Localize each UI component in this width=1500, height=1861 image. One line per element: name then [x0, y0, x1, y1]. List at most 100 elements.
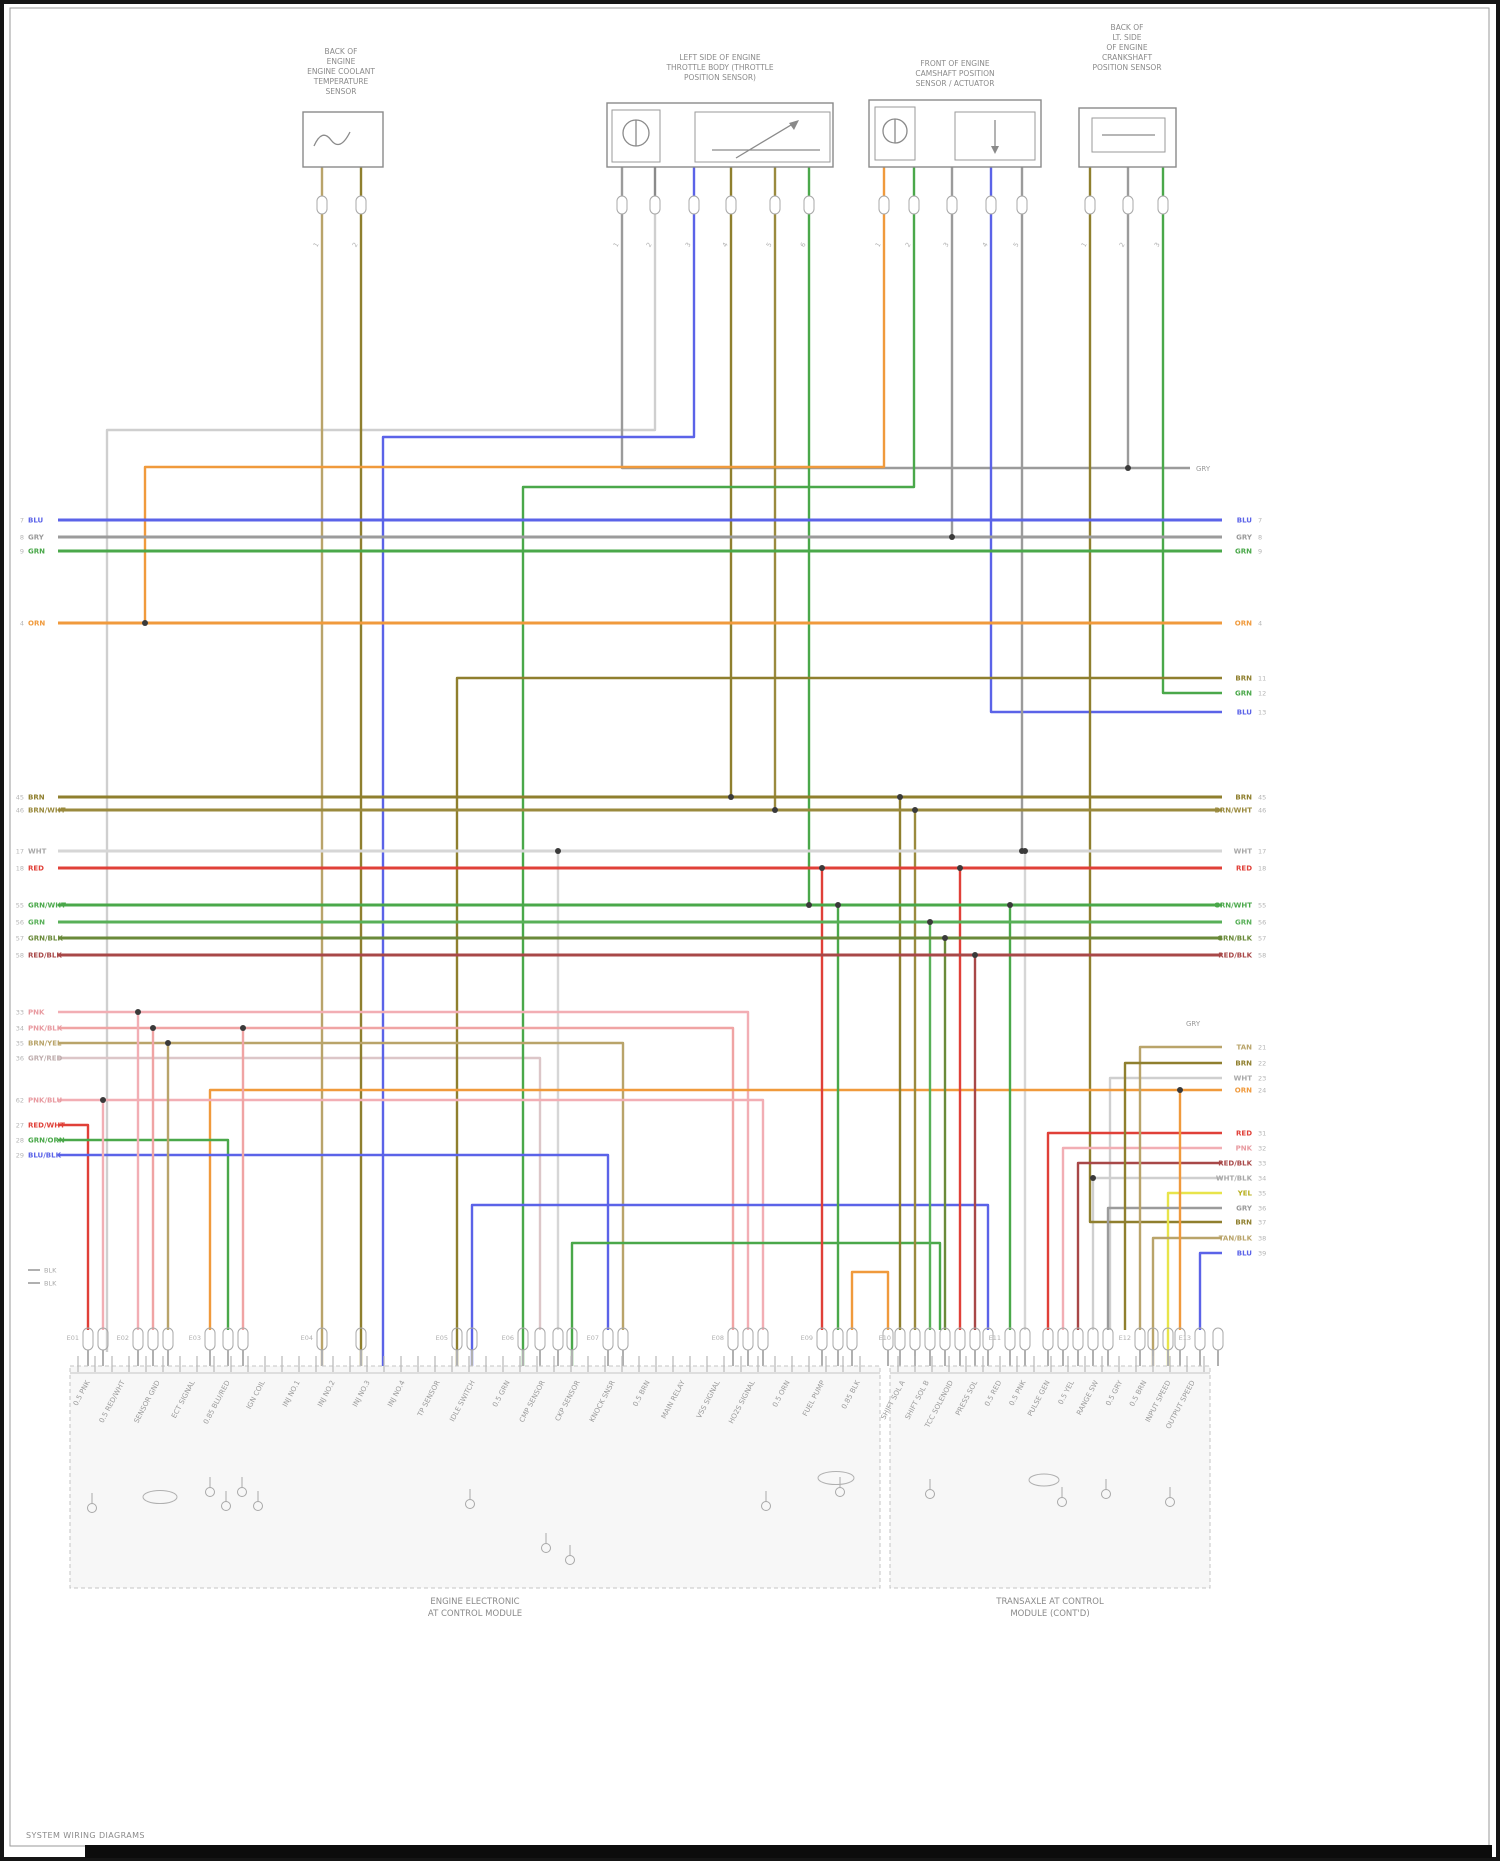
pin-connector: [1084, 195, 1096, 215]
wire: [1106, 1206, 1222, 1330]
junction-dot: [927, 919, 933, 925]
component-symbol: [735, 121, 797, 159]
edge-wire-label: BRN: [1235, 675, 1252, 683]
edge-pin-number: 58: [1258, 952, 1266, 960]
edge-wire-label: GRY: [1236, 534, 1253, 542]
edge-pin-number: 33: [16, 1009, 24, 1017]
component-inner-box: [1091, 117, 1166, 153]
pin-connector: [985, 195, 997, 215]
edge-wire-label: BLU: [1237, 709, 1253, 717]
edge-wire-label: RED/BLK: [1218, 952, 1252, 960]
edge-wire-label: WHT: [1234, 1075, 1253, 1083]
pin-number: 5: [765, 241, 774, 249]
cluster-connector: [617, 1327, 629, 1351]
cluster-connector: [451, 1327, 463, 1351]
pin-connector: [725, 195, 737, 215]
cluster-connector: [237, 1327, 249, 1351]
junction-dot: [100, 1097, 106, 1103]
component-inner-box: [611, 109, 661, 163]
component-title: OF ENGINE: [1106, 43, 1148, 52]
wire: [105, 214, 657, 1352]
cluster-connector: [97, 1327, 109, 1351]
cluster-connector: [316, 1327, 328, 1351]
edge-pin-number: 21: [1258, 1044, 1266, 1052]
edge-pin-number: 36: [1258, 1205, 1266, 1213]
edge-wire-label: TAN: [1236, 1044, 1252, 1052]
cluster-connector: [1102, 1327, 1114, 1351]
wire: [1123, 1061, 1222, 1330]
cluster-connector: [1212, 1327, 1224, 1351]
edge-pin-number: 36: [16, 1055, 24, 1063]
pin-number: 2: [904, 241, 913, 249]
connector-code: E08: [712, 1334, 724, 1342]
edge-pin-number: 18: [1258, 865, 1266, 873]
wire: [570, 1241, 942, 1366]
wire: [58, 1056, 542, 1330]
cluster-connector: [969, 1327, 981, 1351]
pin-connector: [316, 195, 328, 215]
edge-wire-label: BRN: [1235, 1060, 1252, 1068]
edge-pin-number: 45: [1258, 794, 1266, 802]
cluster-connector: [222, 1327, 234, 1351]
edge-pin-number: 17: [16, 848, 24, 856]
edge-pin-number: 23: [1258, 1075, 1266, 1083]
pin-number: 5: [1012, 241, 1021, 249]
pin-connector: [1157, 195, 1169, 215]
connector-code: E07: [587, 1334, 599, 1342]
component-title: SENSOR / ACTUATOR: [916, 79, 995, 88]
edge-pin-number: 33: [1258, 1160, 1266, 1168]
pin-number: 1: [612, 241, 621, 249]
junction-dot: [240, 1025, 246, 1031]
cluster-connector: [1019, 1327, 1031, 1351]
edge-pin-number: 24: [1258, 1087, 1266, 1095]
junction-dot: [942, 935, 948, 941]
connector-code: E10: [879, 1334, 891, 1342]
junction-dot: [135, 1009, 141, 1015]
connector-code: E02: [117, 1334, 129, 1342]
cluster-connector: [1057, 1327, 1069, 1351]
component-oval: [817, 1471, 855, 1485]
junction-dot: [772, 807, 778, 813]
pin-number: 3: [942, 241, 951, 249]
edge-wire-label: BRN: [1235, 1219, 1252, 1227]
cluster-connector: [566, 1327, 578, 1351]
wire: [1151, 1236, 1222, 1366]
edge-wire-label: RED/WHT: [28, 1122, 65, 1130]
edge-pin-number: 31: [1258, 1130, 1266, 1138]
cluster-connector: [982, 1327, 994, 1351]
block-caption: ENGINE ELECTRONIC: [430, 1597, 519, 1607]
cluster-connector: [82, 1327, 94, 1351]
edge-pin-number: 4: [1258, 620, 1262, 628]
edge-wire-label: BRN: [28, 794, 45, 802]
component-title: ENGINE: [327, 57, 356, 66]
component-inner-box: [954, 111, 1036, 161]
edge-wire-label: GRY: [1236, 1205, 1253, 1213]
pin-number: 2: [645, 241, 654, 249]
wire: [58, 1138, 230, 1330]
edge-pin-number: 7: [20, 517, 24, 525]
cluster-connector: [816, 1327, 828, 1351]
edge-wire-label: GRY/RED: [28, 1055, 63, 1063]
wire: [58, 1026, 735, 1330]
component-title: LEFT SIDE OF ENGINE: [679, 53, 761, 62]
edge-wire-label: YEL: [1237, 1190, 1253, 1198]
junction-dot: [819, 865, 825, 871]
connector-code: E01: [67, 1334, 79, 1342]
pin-connector: [878, 195, 890, 215]
edge-pin-number: 27: [16, 1122, 24, 1130]
wire: [620, 214, 1190, 470]
component-title: THROTTLE BODY (THROTTLE: [665, 63, 773, 72]
cluster-connector: [1072, 1327, 1084, 1351]
component-title: LT. SIDE: [1112, 33, 1141, 42]
component-box: [302, 111, 384, 168]
connector-code: E06: [502, 1334, 514, 1342]
cluster-connector: [602, 1327, 614, 1351]
edge-pin-number: 9: [1258, 548, 1262, 556]
connector-code: E05: [436, 1334, 448, 1342]
footer-bar: [85, 1845, 1492, 1858]
cluster-connector: [355, 1327, 367, 1351]
pin-connector: [769, 195, 781, 215]
edge-wire-label: WHT: [1234, 848, 1253, 856]
component-title: CAMSHAFT POSITION: [915, 69, 994, 78]
junction-dot: [897, 794, 903, 800]
